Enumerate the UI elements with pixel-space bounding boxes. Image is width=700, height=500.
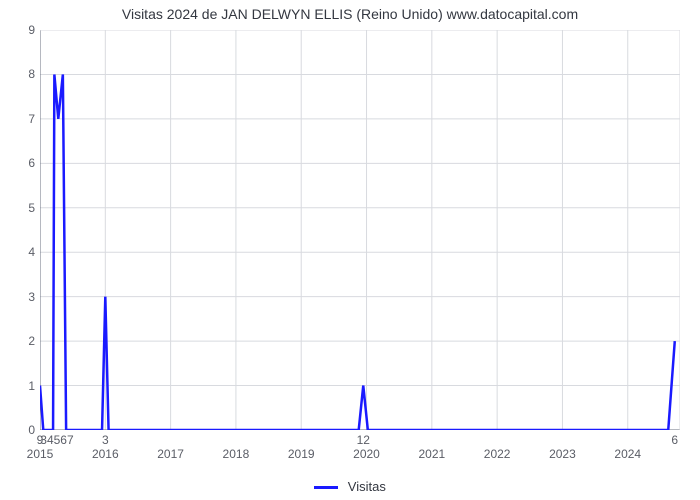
plot-area (40, 30, 680, 430)
legend: Visitas (0, 479, 700, 494)
y-tick-label: 0 (5, 424, 35, 436)
x-tick-label: 2023 (542, 448, 582, 460)
y-tick-label: 8 (5, 68, 35, 80)
data-point-label: 34567 (40, 434, 73, 446)
x-tick-label: 2016 (85, 448, 125, 460)
x-tick-label: 2019 (281, 448, 321, 460)
data-point-label: 12 (357, 434, 370, 446)
x-tick-label: 2017 (151, 448, 191, 460)
y-tick-label: 5 (5, 202, 35, 214)
y-tick-label: 9 (5, 24, 35, 36)
y-tick-label: 6 (5, 157, 35, 169)
legend-swatch (314, 486, 338, 489)
x-tick-label: 2020 (347, 448, 387, 460)
y-tick-label: 3 (5, 291, 35, 303)
x-tick-label: 2018 (216, 448, 256, 460)
x-tick-label: 2015 (20, 448, 60, 460)
data-point-label: 6 (671, 434, 678, 446)
data-point-label: 3 (102, 434, 109, 446)
y-tick-label: 4 (5, 246, 35, 258)
x-tick-label: 2022 (477, 448, 517, 460)
chart-svg (40, 30, 680, 430)
chart-title: Visitas 2024 de JAN DELWYN ELLIS (Reino … (0, 6, 700, 22)
y-tick-label: 1 (5, 380, 35, 392)
x-tick-label: 2021 (412, 448, 452, 460)
x-tick-label: 2024 (608, 448, 648, 460)
legend-label: Visitas (348, 479, 386, 494)
y-tick-label: 7 (5, 113, 35, 125)
chart-container: Visitas 2024 de JAN DELWYN ELLIS (Reino … (0, 0, 700, 500)
y-tick-label: 2 (5, 335, 35, 347)
